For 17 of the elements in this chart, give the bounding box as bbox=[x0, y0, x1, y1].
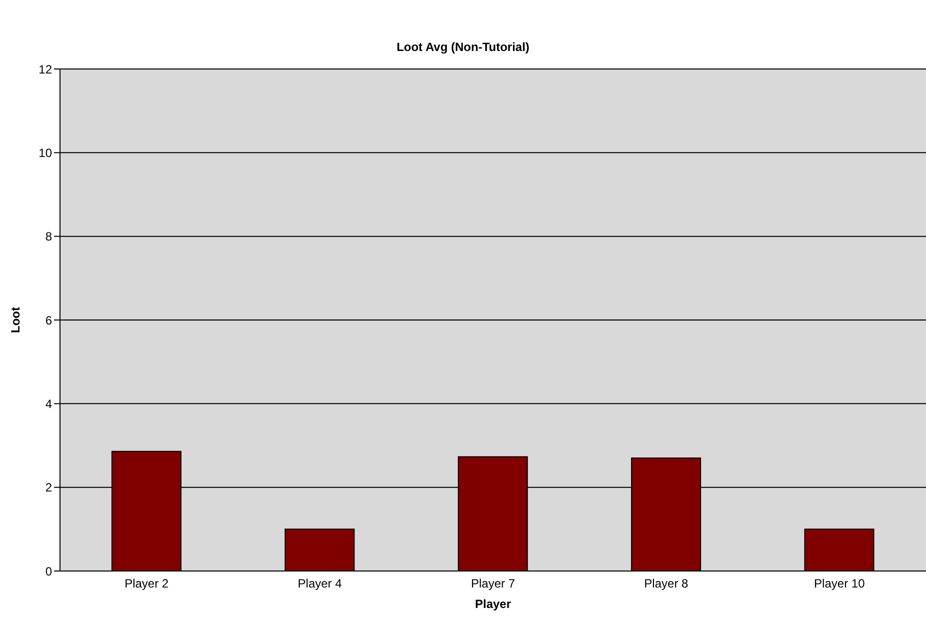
y-axis-title: Loot bbox=[8, 307, 22, 333]
y-tick-label: 10 bbox=[38, 146, 52, 160]
bar bbox=[804, 528, 874, 571]
y-tick-label: 6 bbox=[45, 313, 52, 328]
x-tick-label: Player 7 bbox=[470, 576, 516, 591]
y-tick-label: 4 bbox=[45, 396, 52, 411]
x-axis-title: Player bbox=[474, 597, 512, 611]
chart-title: Loot Avg (Non-Tutorial) bbox=[396, 40, 530, 54]
y-tick-label: 12 bbox=[38, 62, 52, 76]
y-tick-label: 8 bbox=[45, 230, 52, 244]
y-tick-label: 0 bbox=[45, 564, 52, 578]
bar bbox=[284, 528, 355, 571]
x-tick-label: Player 4 bbox=[298, 576, 342, 591]
y-tick-label: 2 bbox=[45, 480, 52, 495]
x-tick-label: Player 10 bbox=[814, 576, 866, 591]
x-tick-label: Player 2 bbox=[124, 576, 169, 591]
x-tick-label: Player 8 bbox=[644, 576, 689, 591]
